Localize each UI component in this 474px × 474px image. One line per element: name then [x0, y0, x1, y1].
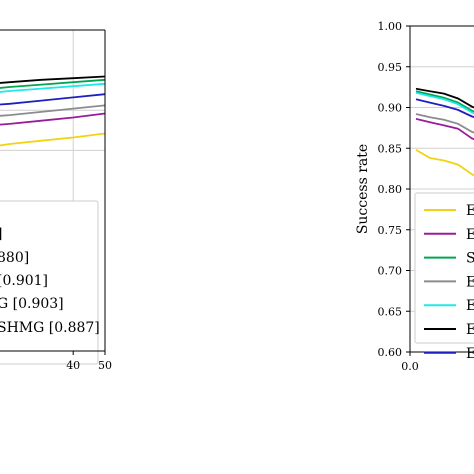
- left-x-ticks: 40 50: [66, 351, 112, 372]
- left-legend-label: 880]: [0, 250, 29, 266]
- left-x-tick-label: 50: [98, 359, 112, 372]
- right-series-line-4: [415, 113, 474, 134]
- left-legend-label: [0.901]: [0, 273, 48, 289]
- left-legend: ] 880] [0.901] G [0.903] SHMG [0.887]: [0, 200, 100, 365]
- left-legend-label: ]: [0, 226, 2, 242]
- left-series-line-6: [0, 112, 106, 126]
- right-series-line-2: [415, 118, 474, 141]
- right-y-tick-label: 1.00: [378, 20, 403, 33]
- right-legend-label: E: [466, 203, 474, 219]
- right-legend-label: S: [466, 251, 474, 267]
- right-series-line-5: [415, 91, 474, 115]
- left-legend-label: G [0.903]: [0, 296, 64, 312]
- right-y-tick-label: 0.75: [378, 224, 403, 237]
- right-legend-label: E: [466, 274, 474, 290]
- left-x-tick-label: 40: [66, 359, 80, 372]
- right-y-tick-label: 0.95: [378, 61, 403, 74]
- left-series-line-5: [0, 104, 106, 117]
- right-y-tick-label: 0.70: [378, 265, 403, 278]
- left-series-lines: [0, 75, 106, 147]
- right-series-lines: [415, 87, 474, 177]
- right-x-tick-label: 0.0: [401, 360, 419, 373]
- right-y-axis-label: Success rate: [355, 144, 371, 234]
- left-series-line-3: [0, 82, 106, 93]
- right-y-tick-label: 0.85: [378, 142, 403, 155]
- right-legend-label: E: [466, 227, 474, 243]
- right-y-tick-label: 0.80: [378, 183, 403, 196]
- right-chart-panel: 0.60 0.65 0.70 0.75 0.80 0.85 0.90 0.95 1.00 0.0…: [355, 20, 474, 373]
- right-x-ticks: 0.0: [401, 352, 419, 373]
- left-series-line-7: [0, 132, 106, 147]
- right-y-tick-label: 0.90: [378, 102, 403, 115]
- left-series-line-4: [0, 93, 106, 106]
- right-series-line-1: [415, 149, 474, 177]
- right-legend-label: E: [466, 322, 474, 338]
- right-legend-label: E: [466, 346, 474, 362]
- right-y-tick-label: 0.65: [378, 305, 403, 318]
- left-series-line-2: [0, 78, 106, 89]
- left-series-line-1: [0, 75, 106, 84]
- right-y-ticks: 0.60 0.65 0.70 0.75 0.80 0.85 0.90 0.95 1.00: [378, 20, 410, 359]
- right-y-tick-label: 0.60: [378, 346, 403, 359]
- left-chart-panel: ] 880] [0.901] G [0.903] SHMG [0.887] 40 50: [0, 29, 112, 372]
- right-series-line-3: [415, 90, 474, 113]
- right-series-line-6: [415, 87, 474, 109]
- right-legend-label: E: [466, 298, 474, 314]
- left-legend-box: [0, 200, 99, 365]
- left-legend-label: SHMG [0.887]: [0, 320, 100, 336]
- right-series-line-7: [415, 98, 474, 119]
